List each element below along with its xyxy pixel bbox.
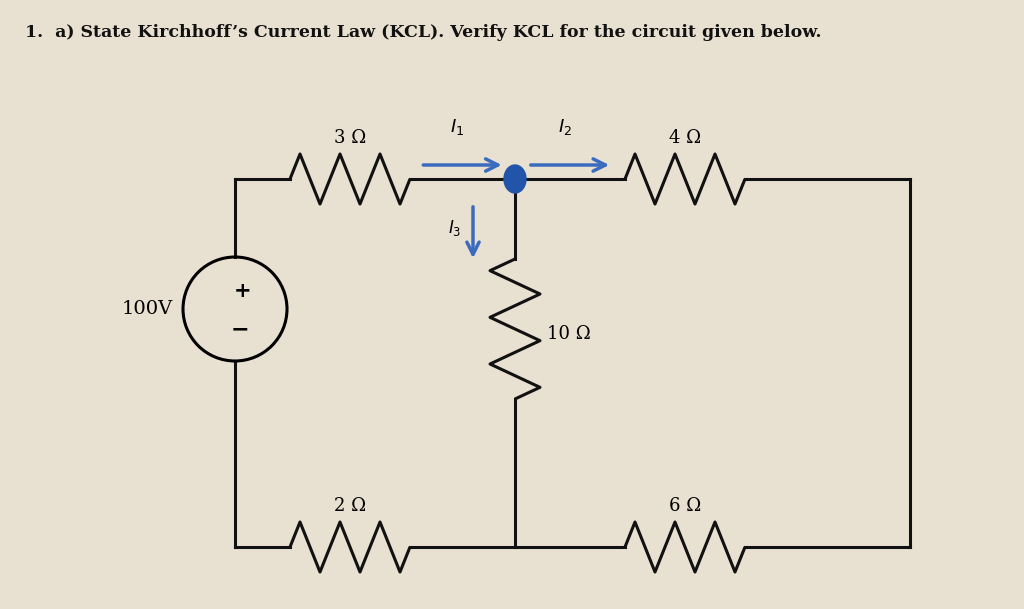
Text: 4 Ω: 4 Ω [669, 129, 701, 147]
Text: 100V: 100V [122, 300, 173, 318]
Text: −: − [230, 319, 249, 339]
Text: 3 Ω: 3 Ω [334, 129, 367, 147]
Text: 2 Ω: 2 Ω [334, 497, 366, 515]
Text: $\mathit{I}_1$: $\mathit{I}_1$ [451, 117, 465, 137]
Text: $\mathit{I}_2$: $\mathit{I}_2$ [558, 117, 572, 137]
Text: $\mathit{I}_3$: $\mathit{I}_3$ [447, 217, 461, 238]
Ellipse shape [504, 165, 526, 193]
Text: 1.  a) State Kirchhoff’s Current Law (KCL). Verify KCL for the circuit given bel: 1. a) State Kirchhoff’s Current Law (KCL… [25, 24, 821, 41]
Text: 10 Ω: 10 Ω [547, 325, 591, 343]
Text: 6 Ω: 6 Ω [669, 497, 701, 515]
Text: +: + [234, 281, 252, 301]
